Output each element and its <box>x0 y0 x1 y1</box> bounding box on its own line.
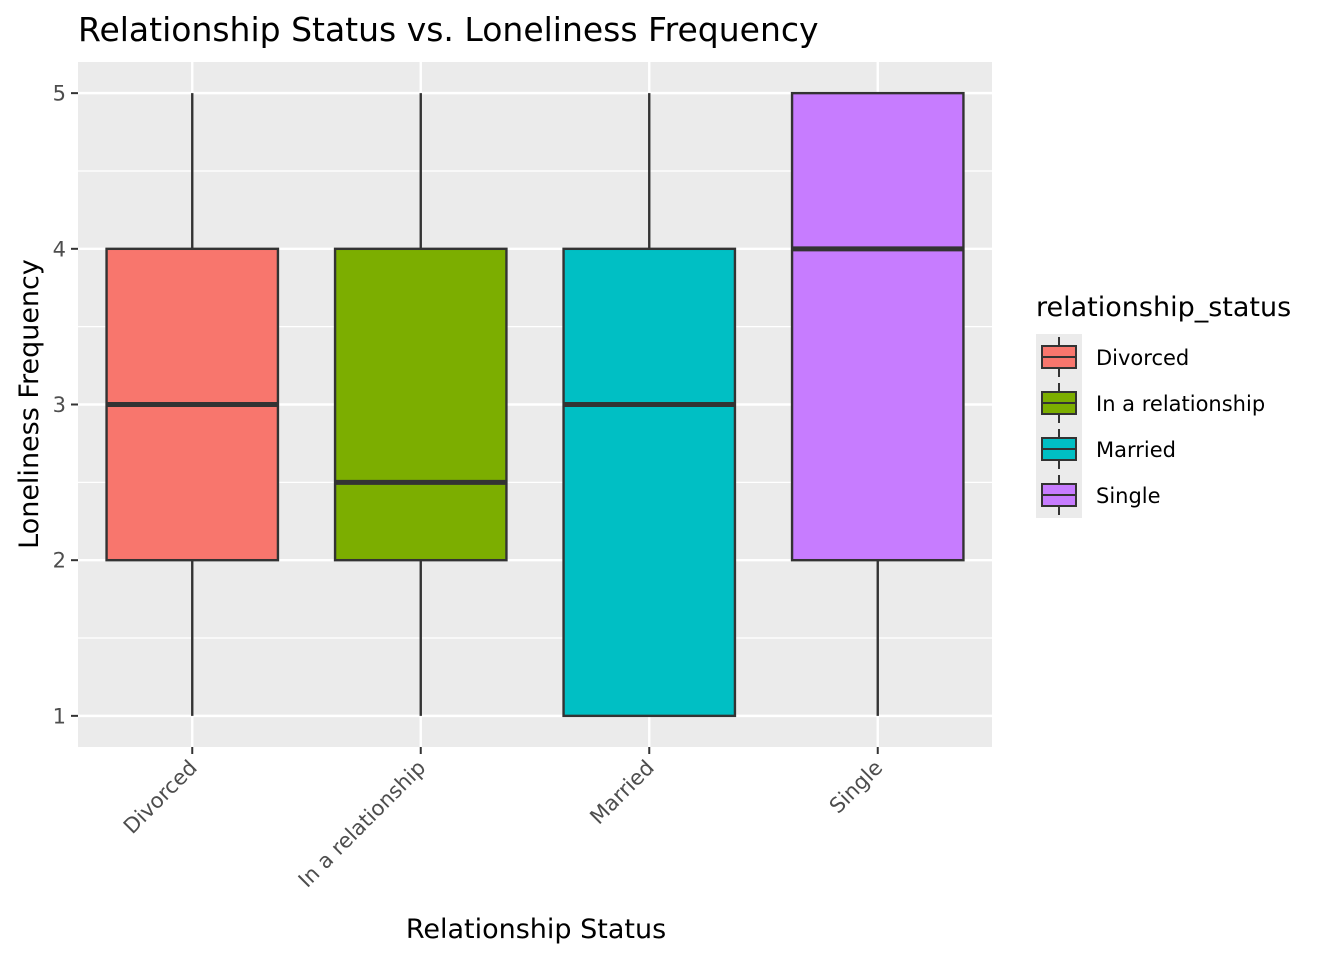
box-divorced <box>105 93 280 716</box>
x-tick-label: Single <box>825 756 888 819</box>
legend-label: Married <box>1096 438 1176 462</box>
box-iqr <box>790 91 965 562</box>
box-iqr <box>333 247 508 562</box>
y-tick-label: 5 <box>53 82 66 106</box>
y-tick-label: 2 <box>53 549 66 573</box>
box-married <box>562 93 737 718</box>
x-tick-label: Divorced <box>119 756 202 839</box>
y-tick-label: 3 <box>53 393 66 417</box>
x-axis-ticks: Divorced In a relationship Married Single <box>119 747 887 892</box>
box-group <box>105 91 965 718</box>
legend-label: In a relationship <box>1096 392 1265 416</box>
x-tick-label: Married <box>585 756 659 830</box>
box-in-a-relationship <box>333 93 508 716</box>
x-tick-label: In a relationship <box>294 756 431 893</box>
legend: relationship_status Divorced In a relatio… <box>1036 292 1291 518</box>
box-iqr <box>562 247 737 718</box>
y-tick-label: 1 <box>53 704 66 728</box>
legend-title: relationship_status <box>1036 292 1291 323</box>
box-single <box>790 91 965 716</box>
x-axis-title: Relationship Status <box>406 914 666 945</box>
legend-label: Divorced <box>1096 346 1189 370</box>
y-tick-label: 4 <box>53 237 66 261</box>
y-axis-ticks: 1 2 3 4 5 <box>53 82 78 728</box>
chart-title: Relationship Status vs. Loneliness Frequ… <box>78 10 819 49</box>
legend-label: Single <box>1096 484 1161 508</box>
y-axis-title: Loneliness Frequency <box>14 259 45 549</box>
